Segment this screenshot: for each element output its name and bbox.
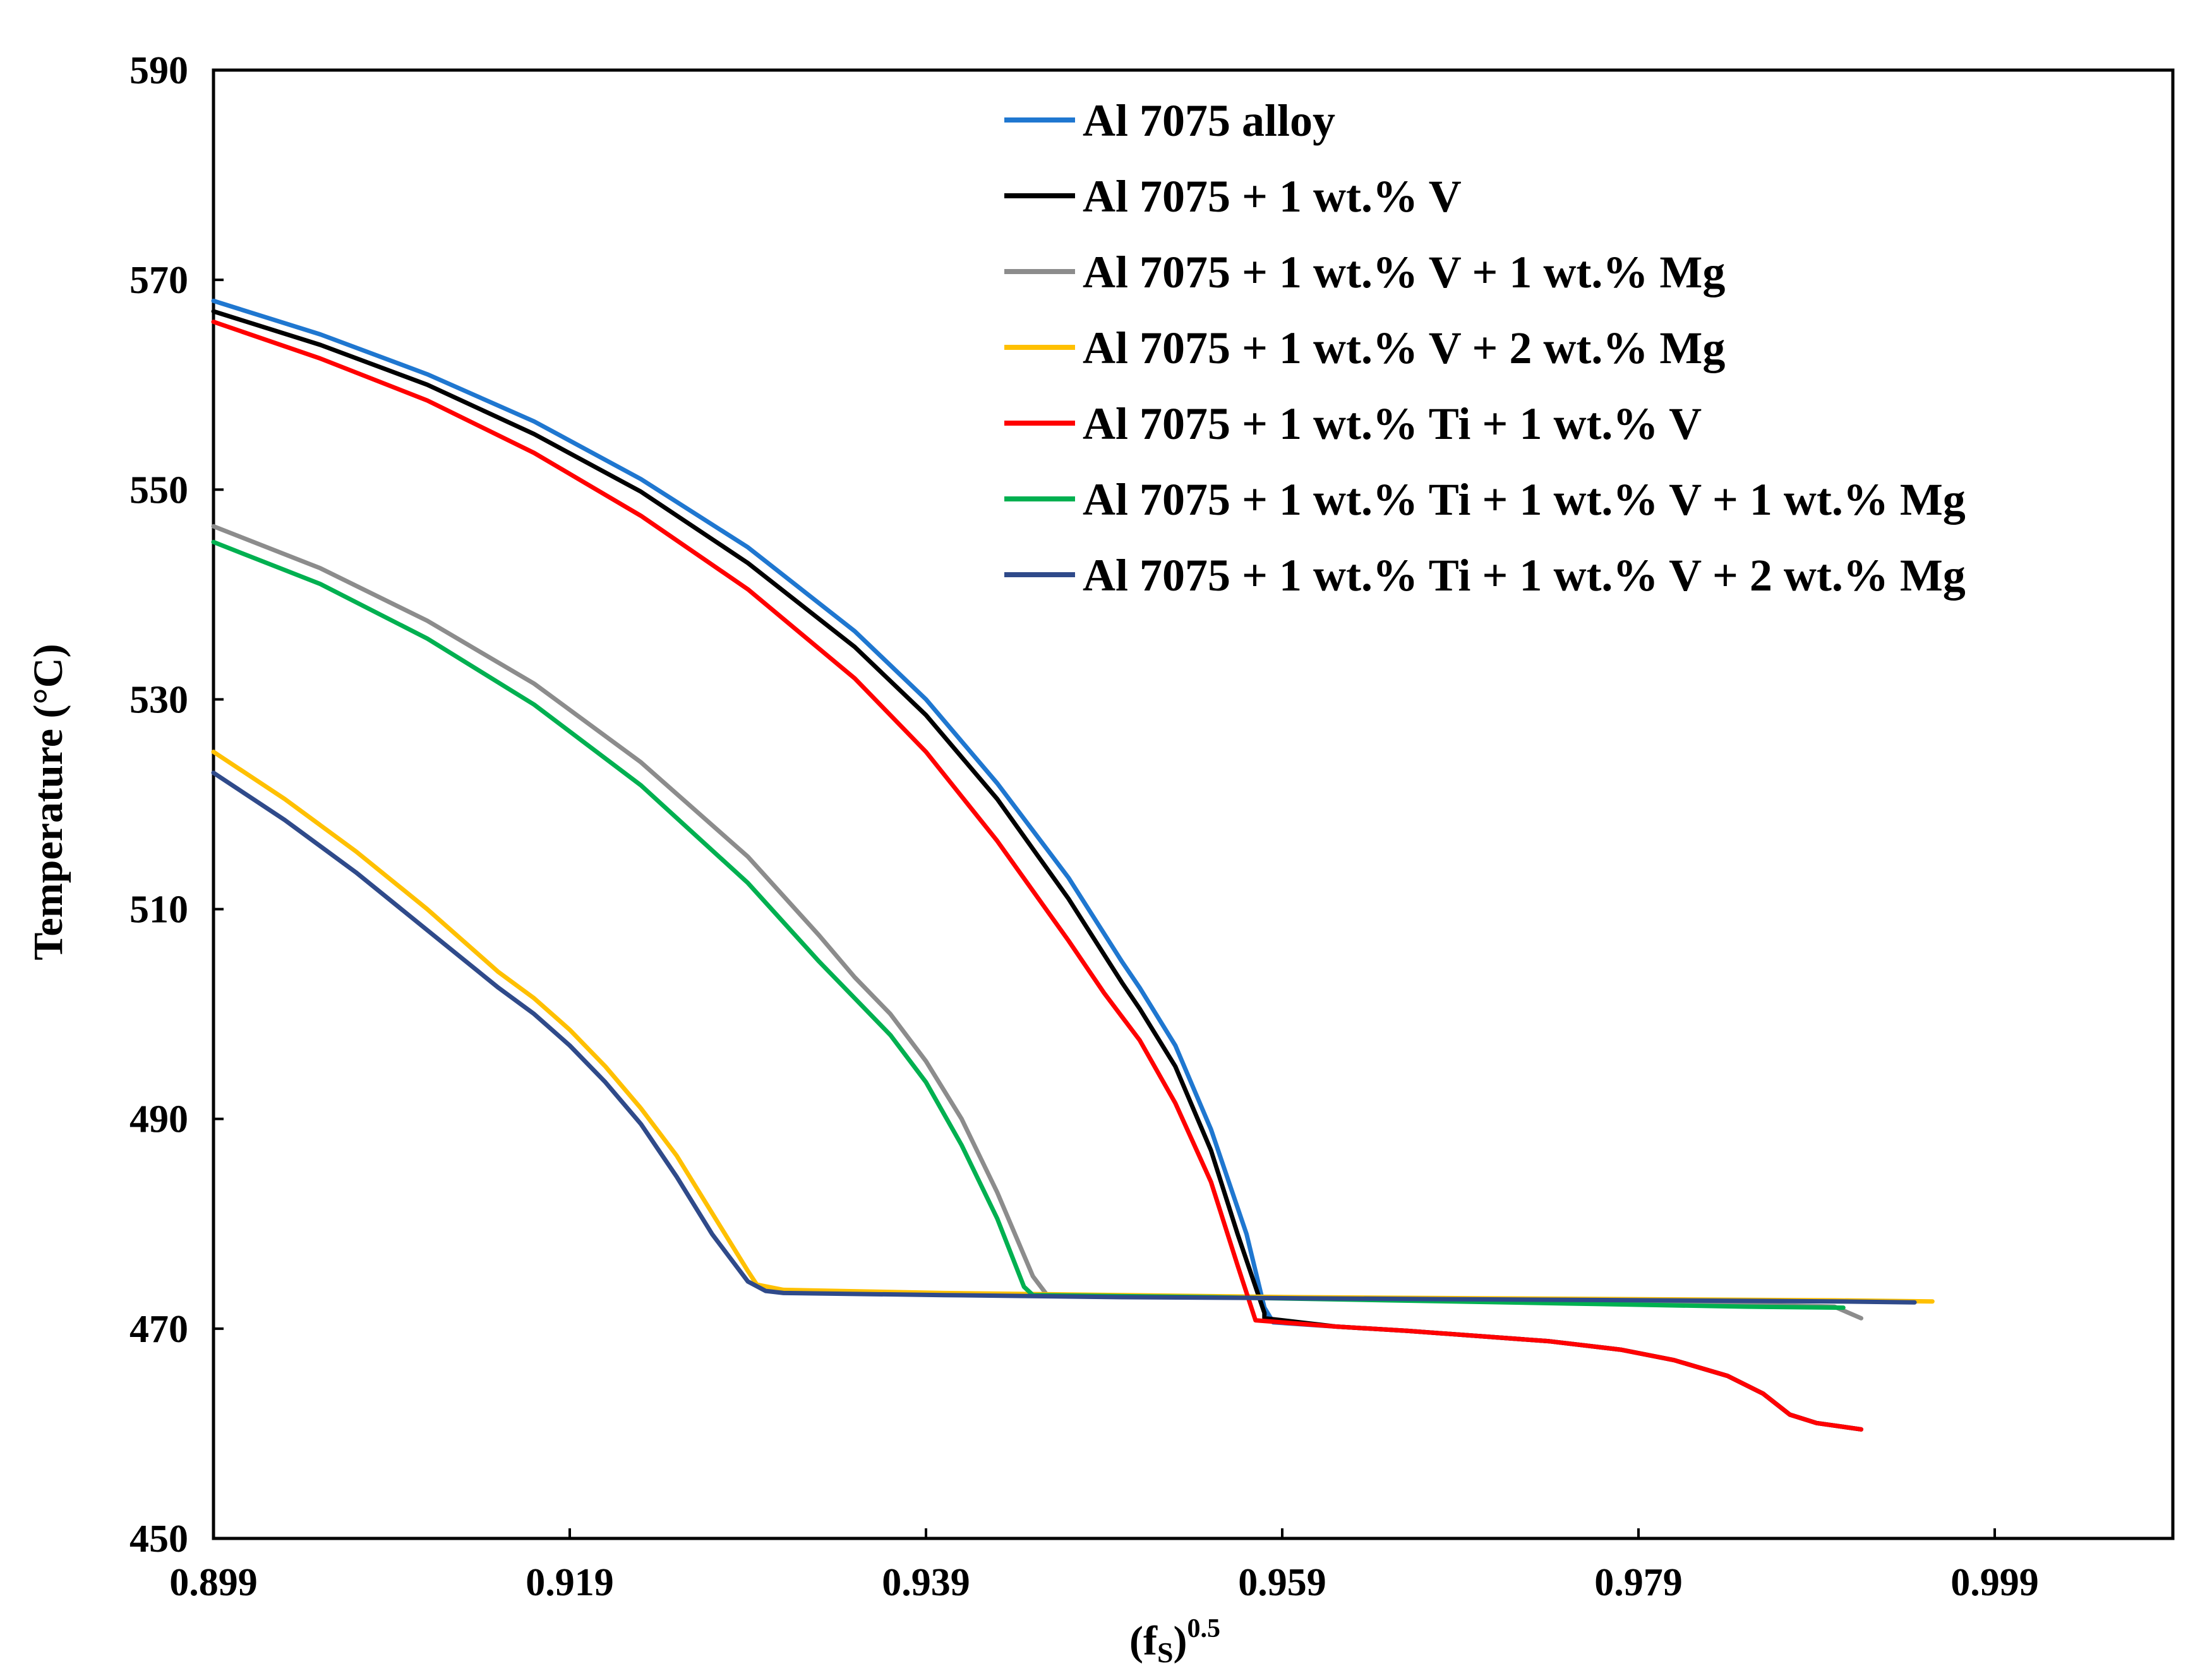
- y-tick-label: 470: [129, 1308, 188, 1351]
- x-tick-label: 0.999: [1951, 1561, 2039, 1604]
- axis-ticks: 0.899 0.919 0.939 0.959 0.979 0.999 450 470 490 5…: [129, 49, 2039, 1604]
- y-tick-label: 490: [129, 1098, 188, 1141]
- x-axis-title-close: ): [1174, 1618, 1187, 1664]
- y-tick-label: 510: [129, 889, 188, 932]
- y-tick-label: 590: [129, 49, 188, 92]
- plot-area: [212, 68, 2175, 1540]
- y-tick-label: 530: [129, 678, 188, 721]
- series-line-5: [211, 320, 1863, 1432]
- x-axis-title-base: (f: [1129, 1618, 1158, 1664]
- legend-label-2: Al 7075 + 1 wt.% V: [1083, 171, 1462, 222]
- x-tick-label: 0.899: [169, 1561, 258, 1604]
- legend-label-6: Al 7075 + 1 wt.% Ti + 1 wt.% V + 1 wt.% …: [1083, 474, 1966, 525]
- x-axis-title-sub: S: [1157, 1636, 1174, 1669]
- legend: Al 7075 alloy Al 7075 + 1 wt.% V Al 7075 +…: [1004, 95, 1966, 601]
- legend-label-3: Al 7075 + 1 wt.% V + 1 wt.% Mg: [1083, 247, 1725, 297]
- x-axis-title: (fS)0.5: [1129, 1614, 1220, 1669]
- y-tick-label: 450: [129, 1518, 188, 1561]
- legend-label-4: Al 7075 + 1 wt.% V + 2 wt.% Mg: [1083, 323, 1725, 373]
- legend-label-1: Al 7075 alloy: [1083, 95, 1335, 146]
- y-axis-title: Temperature (°C): [25, 644, 71, 960]
- x-tick-label: 0.979: [1594, 1561, 1683, 1604]
- x-tick-label: 0.939: [882, 1561, 970, 1604]
- x-axis-title-sup: 0.5: [1187, 1614, 1221, 1643]
- legend-label-7: Al 7075 + 1 wt.% Ti + 1 wt.% V + 2 wt.% …: [1083, 550, 1966, 601]
- x-tick-label: 0.919: [526, 1561, 614, 1604]
- series-line-7: [211, 770, 1917, 1305]
- x-tick-label: 0.959: [1238, 1561, 1326, 1604]
- y-tick-label: 570: [129, 259, 188, 302]
- y-tick-label: 550: [129, 469, 188, 512]
- series-lines: [211, 298, 1935, 1432]
- legend-label-5: Al 7075 + 1 wt.% Ti + 1 wt.% V: [1083, 399, 1702, 449]
